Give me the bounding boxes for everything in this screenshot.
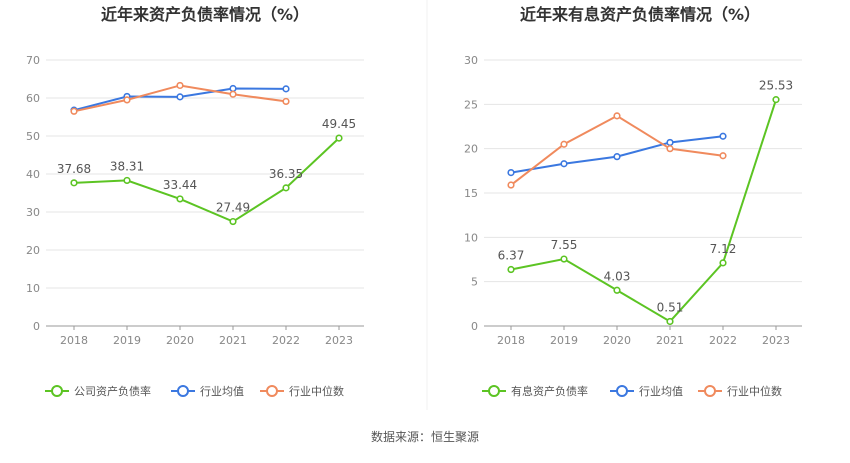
data-point (772, 96, 780, 104)
y-tick-label: 25 (464, 98, 478, 111)
data-point (229, 90, 237, 98)
series-line-2 (510, 114, 724, 186)
data-point (282, 97, 290, 106)
data-point (719, 152, 727, 160)
x-tick-label: 2023 (325, 334, 353, 347)
data-point (666, 138, 674, 147)
y-tick-label: 10 (464, 231, 478, 244)
data-point (560, 255, 568, 263)
x-tick-label: 2019 (550, 334, 578, 347)
data-point (719, 132, 727, 140)
x-tick-label: 2020 (603, 334, 631, 347)
chart-title: 近年来有息资产负债率情况（%） (520, 5, 760, 24)
data-point (70, 107, 78, 115)
data-point (282, 184, 290, 192)
legend-item: 有息资产负债率 (482, 384, 588, 398)
x-tick-label: 2020 (166, 334, 194, 347)
data-point (123, 96, 131, 104)
legend-label: 行业均值 (200, 385, 244, 398)
legend-item: 行业均值 (610, 385, 683, 398)
data-label: 4.03 (604, 269, 631, 283)
y-tick-label: 50 (26, 130, 40, 143)
x-tick-label: 2018 (60, 334, 88, 347)
data-point (719, 259, 727, 267)
data-label: 36.35 (269, 167, 303, 181)
source-footer: 数据来源：恒生聚源 (370, 430, 479, 444)
y-tick-label: 30 (26, 206, 40, 219)
y-tick-label: 60 (26, 92, 40, 105)
data-label: 49.45 (322, 117, 356, 131)
data-point (229, 217, 237, 226)
y-tick-label: 20 (464, 143, 478, 156)
x-tick-label: 2018 (497, 334, 525, 347)
series-line-0 (73, 137, 340, 223)
y-tick-label: 0 (471, 320, 478, 333)
data-point (613, 112, 621, 120)
chart-title: 近年来资产负债率情况（%） (101, 5, 309, 24)
x-tick-label: 2022 (709, 334, 737, 347)
legend-marker (704, 385, 716, 397)
legend-marker (488, 385, 500, 397)
legend-item: 行业中位数 (260, 384, 344, 398)
data-point (176, 195, 184, 203)
data-point (229, 84, 237, 93)
y-tick-label: 5 (471, 276, 478, 289)
legend-marker (616, 385, 628, 397)
data-label: 38.31 (110, 159, 144, 173)
data-label: 7.12 (710, 242, 737, 256)
chart-panel-1: 近年来资产负债率情况（%） 0 10 20 30 40 50 60 70 2018 2019 2020… (26, 5, 364, 398)
y-tick-label: 40 (26, 168, 40, 181)
legend-marker (177, 385, 189, 397)
x-tick-label: 2019 (113, 334, 141, 347)
legend-marker (266, 385, 278, 397)
data-point (507, 265, 515, 274)
y-tick-label: 0 (33, 320, 40, 333)
legend-marker (51, 385, 63, 397)
data-label: 27.49 (216, 201, 250, 215)
data-point (176, 93, 184, 101)
data-point (507, 181, 515, 189)
legend-label: 行业均值 (639, 385, 683, 398)
data-point (613, 153, 621, 161)
legend-item: 行业中位数 (698, 384, 782, 398)
data-label: 33.44 (163, 178, 197, 192)
data-label: 6.37 (498, 249, 525, 263)
data-point (335, 134, 343, 142)
data-point (560, 160, 568, 168)
legend-label: 行业中位数 (289, 384, 344, 398)
y-tick-label: 10 (26, 282, 40, 295)
data-point (666, 317, 674, 326)
chart-panel-2: 近年来有息资产负债率情况（%） 0 5 10 15 20 25 30 2018 2019 2020 2… (464, 5, 802, 398)
y-tick-label: 70 (26, 54, 40, 67)
data-label: 37.68 (57, 162, 91, 176)
data-label: 25.53 (759, 79, 793, 93)
x-tick-label: 2022 (272, 334, 300, 347)
data-label: 0.51 (657, 300, 684, 314)
legend-label: 公司资产负债率 (74, 384, 151, 398)
series-line-0 (510, 99, 777, 323)
data-point (282, 85, 290, 93)
data-point (507, 169, 515, 177)
y-tick-label: 15 (464, 187, 478, 200)
data-point (560, 140, 568, 148)
data-label: 7.55 (551, 238, 578, 252)
legend-label: 有息资产负债率 (511, 384, 588, 398)
legend-item: 公司资产负债率 (45, 384, 151, 398)
y-tick-label: 30 (464, 54, 478, 67)
data-point (123, 176, 131, 185)
x-tick-label: 2021 (656, 334, 684, 347)
data-point (613, 286, 621, 294)
y-tick-label: 20 (26, 244, 40, 257)
x-tick-label: 2021 (219, 334, 247, 347)
data-point (666, 145, 674, 153)
legend-label: 行业中位数 (727, 384, 782, 398)
legend-item: 行业均值 (171, 385, 244, 398)
data-point (70, 179, 78, 187)
x-tick-label: 2023 (762, 334, 790, 347)
data-point (176, 81, 184, 90)
